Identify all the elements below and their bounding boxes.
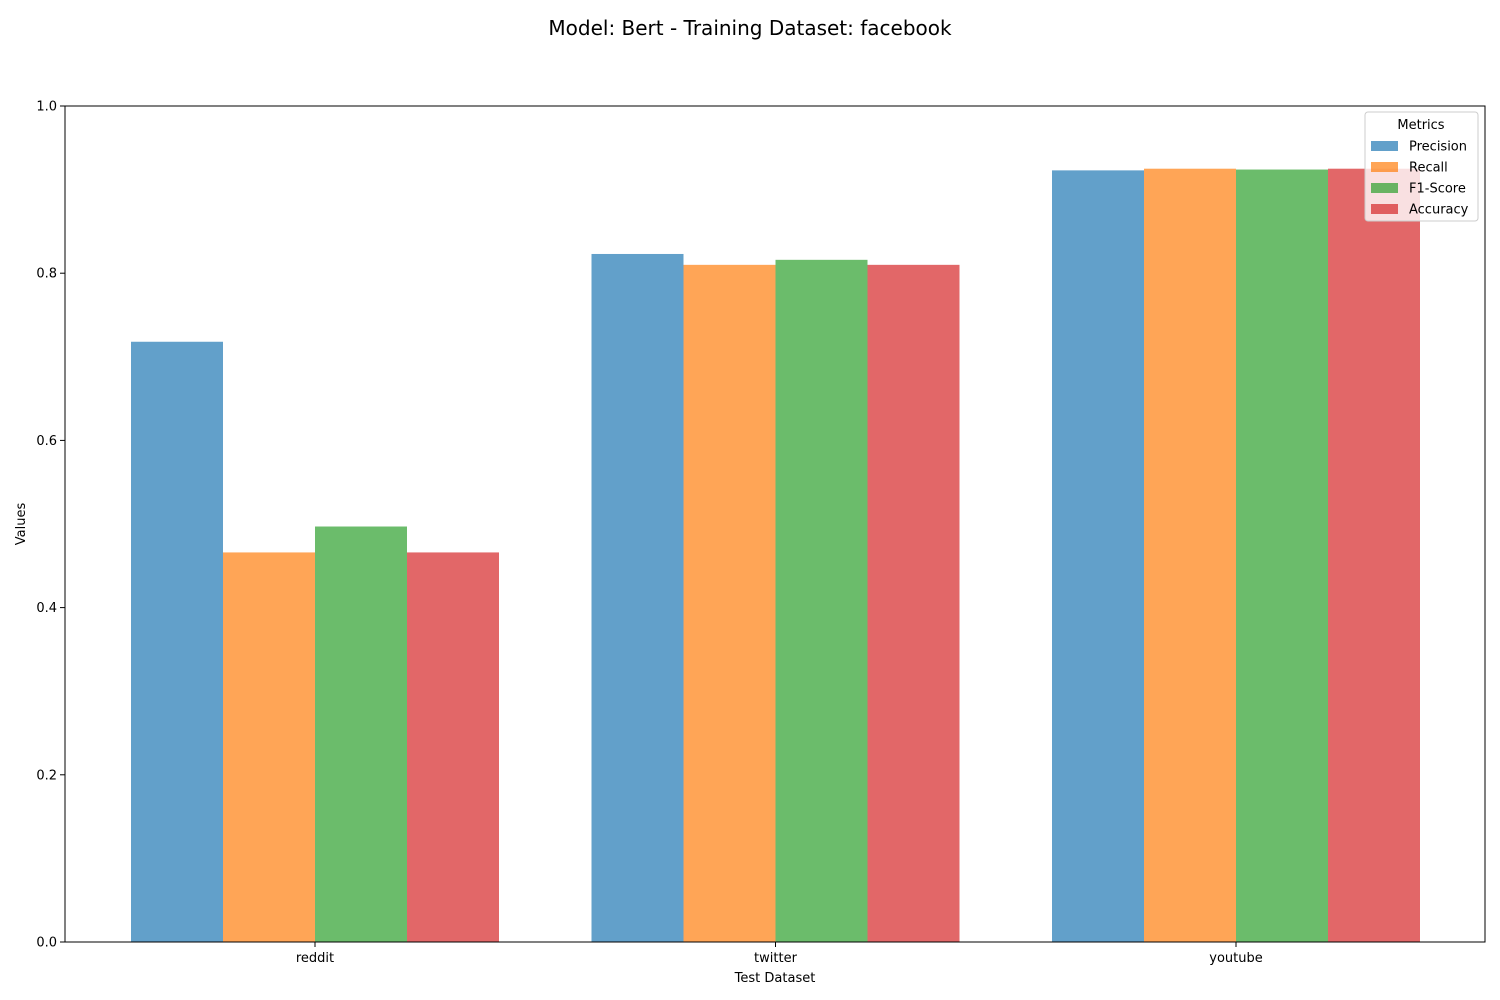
bar-precision-reddit (131, 341, 223, 942)
y-tick-label: 0.2 (36, 768, 57, 783)
legend-label-recall: Recall (1409, 161, 1448, 176)
legend-title: Metrics (1397, 118, 1444, 133)
legend-swatch-f1-score (1371, 183, 1398, 193)
bar-f1-score-twitter (775, 259, 868, 943)
bar-recall-reddit (223, 552, 315, 942)
legend-box (1364, 111, 1479, 222)
y-tick-label: 0.8 (36, 267, 57, 282)
y-axis-label: Values (14, 503, 29, 546)
legend-swatch-precision (1371, 141, 1398, 151)
bar-f1-score-reddit (315, 526, 407, 942)
y-tick-label: 0.6 (36, 434, 57, 449)
x-axis-ticks: reddit twitter youtube (296, 942, 1263, 966)
legend-label-precision: Precision (1409, 140, 1467, 155)
legend-swatch-accuracy (1371, 204, 1398, 214)
y-tick-label: 1.0 (36, 100, 57, 115)
x-tick-label-twitter: twitter (754, 951, 798, 966)
legend-swatch-recall (1371, 162, 1398, 172)
bar-precision-youtube (1052, 170, 1144, 942)
legend-label-f1-score: F1-Score (1409, 182, 1466, 197)
bar-recall-youtube (1144, 168, 1236, 942)
x-tick-label-reddit: reddit (296, 951, 334, 966)
legend: Metrics Precision Recall F1-Score Accuracy (1364, 111, 1479, 222)
y-tick-label: 0.4 (36, 601, 57, 616)
y-axis-ticks: 0.0 0.2 0.4 0.6 0.8 1.0 (36, 100, 65, 951)
bar-accuracy-twitter (867, 264, 960, 943)
legend-label-accuracy: Accuracy (1409, 203, 1469, 218)
y-tick-label: 0.0 (36, 936, 57, 951)
bar-accuracy-reddit (407, 552, 499, 942)
bars-layer (131, 168, 1420, 943)
bar-accuracy-youtube (1328, 168, 1420, 942)
x-tick-label-youtube: youtube (1209, 951, 1262, 966)
x-axis-label: Test Dataset (734, 971, 816, 986)
bar-recall-twitter (683, 264, 776, 943)
bar-f1-score-youtube (1236, 169, 1328, 942)
chart-title: Model: Bert - Training Dataset: facebook (548, 16, 952, 40)
bar-precision-twitter (591, 253, 684, 943)
